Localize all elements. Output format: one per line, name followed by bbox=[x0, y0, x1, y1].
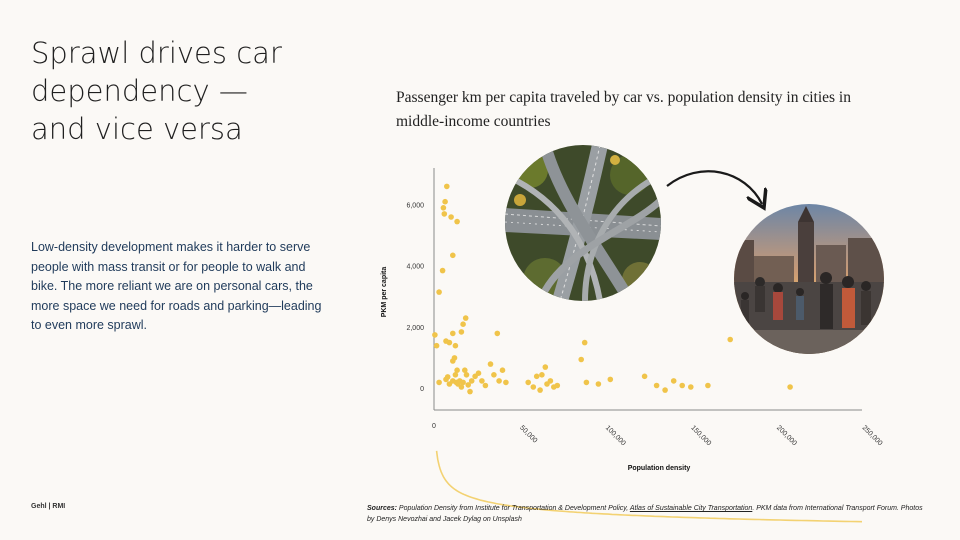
data-point bbox=[499, 367, 506, 374]
data-point bbox=[662, 387, 668, 393]
data-point bbox=[460, 321, 466, 328]
title-line: and vice versa bbox=[31, 112, 243, 146]
slide-title: Sprawl drives car dependency — and vice … bbox=[31, 34, 331, 148]
x-tick-label: 50,000 bbox=[518, 424, 538, 444]
data-point bbox=[450, 330, 456, 337]
data-point bbox=[444, 374, 451, 380]
data-point bbox=[727, 336, 733, 343]
data-point bbox=[578, 356, 584, 363]
data-point bbox=[503, 379, 509, 386]
data-point bbox=[607, 376, 614, 383]
data-point bbox=[487, 361, 494, 367]
data-point bbox=[436, 379, 442, 386]
data-point bbox=[458, 384, 465, 390]
sources-label: Sources: bbox=[367, 505, 397, 512]
x-tick-label: 250,000 bbox=[861, 424, 884, 447]
data-point bbox=[539, 372, 545, 378]
y-tick-label: 4,000 bbox=[406, 264, 424, 271]
data-point bbox=[436, 289, 442, 295]
data-point bbox=[467, 388, 473, 395]
data-point bbox=[462, 315, 469, 321]
x-tick-label: 150,000 bbox=[689, 424, 712, 447]
data-point bbox=[444, 183, 450, 190]
data-point bbox=[465, 382, 472, 388]
data-point bbox=[496, 378, 502, 384]
data-point bbox=[705, 382, 711, 389]
data-point bbox=[547, 378, 554, 384]
data-point bbox=[530, 384, 537, 390]
y-tick-label: 6,000 bbox=[406, 202, 424, 209]
x-axis-label: Population density bbox=[628, 465, 691, 472]
pedestrian-square-photo bbox=[734, 204, 884, 354]
data-point bbox=[479, 378, 485, 384]
data-point bbox=[554, 382, 561, 389]
data-point bbox=[494, 330, 501, 337]
data-point bbox=[533, 373, 540, 380]
data-point bbox=[433, 342, 440, 349]
data-point bbox=[442, 198, 448, 205]
y-tick-label: 2,000 bbox=[406, 325, 424, 332]
y-tick-label: 0 bbox=[420, 386, 424, 393]
y-axis-label: PKM per capita bbox=[381, 267, 388, 318]
data-point bbox=[688, 384, 694, 390]
data-point bbox=[641, 373, 648, 380]
data-point bbox=[454, 218, 460, 225]
data-point bbox=[452, 342, 459, 349]
y-tick-labels: 0 2,000 4,000 6,000 bbox=[406, 202, 424, 393]
data-point bbox=[679, 382, 685, 389]
data-point bbox=[787, 384, 793, 390]
data-point bbox=[595, 381, 602, 387]
data-point bbox=[542, 364, 549, 370]
data-point bbox=[583, 379, 590, 386]
data-point bbox=[653, 382, 660, 389]
title-line: Sprawl drives car bbox=[31, 36, 282, 70]
data-point bbox=[450, 252, 456, 259]
x-tick-label: 100,000 bbox=[604, 424, 627, 447]
x-tick-label: 200,000 bbox=[775, 424, 798, 447]
data-point bbox=[462, 367, 468, 374]
data-points bbox=[432, 183, 793, 395]
chart-axes bbox=[433, 168, 862, 411]
data-point bbox=[458, 329, 465, 335]
data-point bbox=[452, 372, 459, 378]
chart-title: Passenger km per capita traveled by car … bbox=[396, 89, 851, 130]
data-point bbox=[491, 372, 497, 378]
data-point bbox=[454, 367, 460, 374]
data-point bbox=[441, 211, 448, 217]
trend-line bbox=[435, 450, 863, 523]
body-paragraph: Low-density development makes it harder … bbox=[31, 240, 322, 332]
data-point bbox=[670, 378, 677, 384]
data-point bbox=[460, 379, 466, 386]
title-line: dependency — bbox=[31, 74, 248, 108]
atlas-link[interactable]: Atlas of Sustainable City Transportation bbox=[629, 505, 753, 512]
x-tick-label: 0 bbox=[432, 423, 436, 430]
sources-text-end: . PKM data from International Transport … bbox=[367, 505, 923, 523]
data-point bbox=[432, 332, 438, 338]
highway-interchange-photo bbox=[505, 145, 661, 301]
brand-logo: Gehl | RMI bbox=[31, 503, 66, 510]
data-point bbox=[451, 355, 458, 361]
data-point bbox=[439, 267, 446, 274]
data-point bbox=[463, 372, 470, 378]
data-point bbox=[440, 205, 447, 211]
data-point bbox=[475, 370, 482, 377]
data-point bbox=[581, 339, 588, 346]
data-point bbox=[468, 378, 475, 384]
arrow-icon bbox=[666, 170, 762, 204]
data-point bbox=[448, 214, 454, 220]
data-point bbox=[537, 387, 543, 393]
x-tick-labels: 0 50,000 100,000 150,000 200,000 250,000 bbox=[432, 423, 883, 447]
data-point bbox=[482, 382, 489, 389]
sources-text: Population Density from Institute for Tr… bbox=[396, 505, 630, 512]
data-point bbox=[525, 379, 531, 386]
sources-note: Sources: Population Density from Institu… bbox=[367, 503, 927, 525]
data-point bbox=[443, 338, 449, 344]
